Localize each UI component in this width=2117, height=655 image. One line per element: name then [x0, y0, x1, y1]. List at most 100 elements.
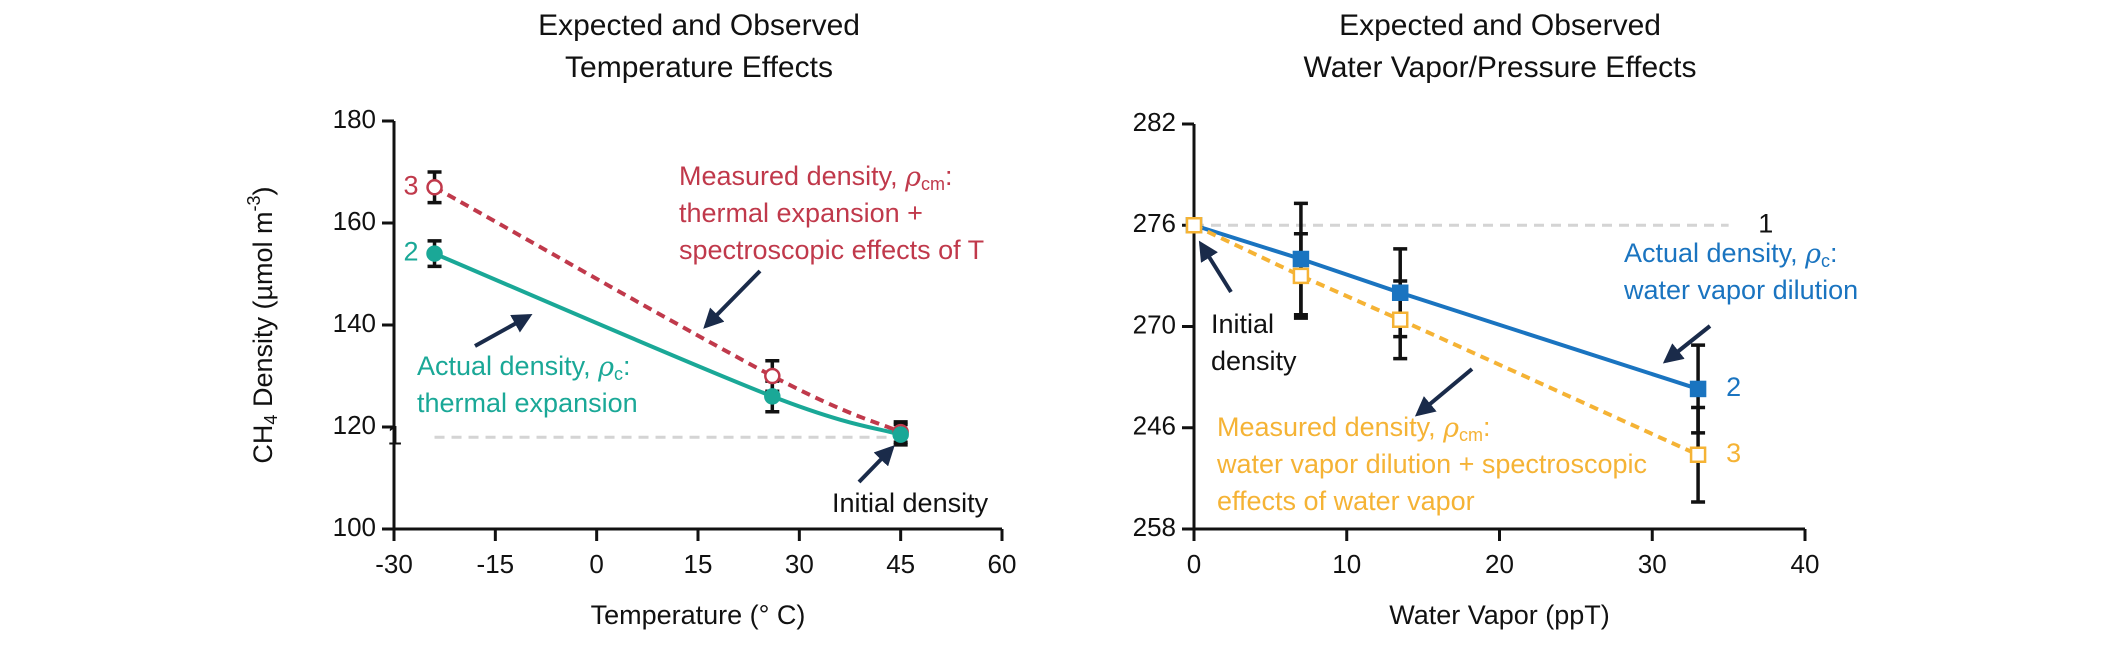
marker	[1391, 311, 1409, 328]
annotation-text: Actual density,	[1624, 238, 1805, 268]
marker	[1185, 217, 1203, 234]
x-tick-label: 20	[1485, 549, 1514, 579]
series-label: 3	[404, 170, 419, 200]
arrow	[1414, 367, 1474, 417]
annotation-text: water vapor dilution	[1623, 275, 1858, 305]
x-tick-label: 45	[886, 549, 915, 579]
arrow	[857, 445, 895, 484]
y-tick-label: 100	[333, 512, 376, 542]
arrow	[474, 314, 533, 348]
annotation: Initial density	[832, 488, 989, 518]
x-axis-label: Water Vapor (ppT)	[1389, 600, 1610, 630]
annotation-text: Initial	[1211, 309, 1274, 339]
y-tick-label: 246	[1133, 411, 1176, 441]
annotation: Initial	[1211, 309, 1274, 339]
x-axis-label: Temperature (° C)	[591, 600, 806, 630]
y-axis-label: CH4 Density (µmol m-3)	[244, 186, 281, 463]
x-tick-label: 15	[684, 549, 713, 579]
x-tick-label: 10	[1332, 549, 1361, 579]
y-label-part: Density (µmol m	[248, 211, 278, 414]
x-tick-label: 60	[988, 549, 1017, 579]
chart-title: Temperature Effects	[565, 51, 833, 84]
annotation: Actual density, ρc:	[417, 351, 630, 384]
y-tick-label: 140	[333, 308, 376, 338]
y-label-sub: 4	[261, 415, 281, 425]
annotation-sub: c	[1821, 251, 1830, 271]
y-tick-label: 270	[1133, 309, 1176, 339]
annotation: thermal expansion +	[679, 198, 923, 228]
annotation: spectroscopic effects of T	[679, 235, 984, 265]
marker	[426, 245, 443, 262]
annotation-sub: cm	[921, 174, 945, 194]
annotation: Actual density, ρc:	[1624, 238, 1837, 271]
chart-title: Expected and Observed	[1339, 9, 1661, 42]
marker	[1292, 267, 1310, 285]
annotation-text: Measured density,	[1217, 412, 1443, 442]
reference-label: 1	[387, 420, 402, 450]
series-label: 3	[1726, 438, 1741, 468]
x-tick-label: 0	[1187, 549, 1201, 579]
arrow	[703, 269, 762, 329]
annotation-symbol: ρ	[1442, 413, 1459, 444]
annotation: effects of water vapor	[1217, 486, 1475, 516]
annotation-text: :	[1830, 238, 1838, 268]
annotation-text: density	[1211, 346, 1297, 376]
annotation: density	[1211, 346, 1297, 376]
chart-title: Water Vapor/Pressure Effects	[1304, 51, 1697, 84]
series-line	[433, 251, 902, 437]
y-label-sup: -3	[244, 195, 264, 211]
annotation-sub: c	[614, 364, 623, 384]
y-label-part: CH	[248, 425, 278, 464]
marker	[1292, 250, 1310, 268]
y-label-part: )	[248, 186, 278, 195]
y-tick-label: 258	[1133, 512, 1176, 542]
x-tick-label: 30	[1638, 549, 1667, 579]
x-tick-label: 30	[785, 549, 814, 579]
y-tick-label: 282	[1133, 107, 1176, 137]
annotation-text: :	[1483, 412, 1491, 442]
series-label: 2	[1726, 372, 1741, 402]
y-tick-label: 120	[333, 410, 376, 440]
y-tick-label: 180	[333, 104, 376, 134]
marker	[426, 179, 443, 196]
chart-title: Expected and Observed	[538, 9, 860, 42]
annotation: Measured density, ρcm:	[679, 161, 953, 194]
series-line	[1193, 223, 1699, 391]
annotation-text: Initial density	[832, 488, 989, 518]
reference-label: 1	[1758, 208, 1773, 238]
annotation: thermal expansion	[417, 388, 638, 418]
annotation: water vapor dilution + spectroscopic	[1216, 449, 1647, 479]
marker	[764, 388, 781, 405]
x-tick-label: -30	[375, 549, 413, 579]
marker	[892, 426, 909, 443]
annotation: water vapor dilution	[1623, 275, 1858, 305]
series-label: 2	[404, 237, 419, 267]
annotation-text: :	[623, 351, 631, 381]
annotation-text: thermal expansion +	[679, 198, 923, 228]
marker	[1689, 446, 1707, 463]
marker	[764, 367, 781, 385]
annotation-text: water vapor dilution + spectroscopic	[1216, 449, 1647, 479]
x-tick-label: -15	[477, 549, 515, 579]
y-tick-label: 160	[333, 206, 376, 236]
x-tick-label: 40	[1791, 549, 1820, 579]
annotation-sub: cm	[1459, 425, 1483, 445]
annotation-text: :	[945, 161, 953, 191]
annotation-symbol: ρ	[904, 162, 921, 193]
annotation-symbol: ρ	[597, 352, 614, 383]
annotation-text: effects of water vapor	[1217, 486, 1475, 516]
annotation-text: Measured density,	[679, 161, 905, 191]
annotation-text: Actual density,	[417, 351, 598, 381]
annotation-symbol: ρ	[1804, 239, 1821, 270]
marker	[1689, 380, 1707, 398]
annotation-text: spectroscopic effects of T	[679, 235, 984, 265]
series-line	[1193, 223, 1699, 457]
marker	[1391, 284, 1409, 301]
x-tick-label: 0	[589, 549, 603, 579]
arrow	[1198, 240, 1233, 294]
annotation: Measured density, ρcm:	[1217, 412, 1491, 445]
series-line	[433, 185, 902, 434]
annotation-text: thermal expansion	[417, 388, 638, 418]
y-tick-label: 276	[1133, 208, 1176, 238]
